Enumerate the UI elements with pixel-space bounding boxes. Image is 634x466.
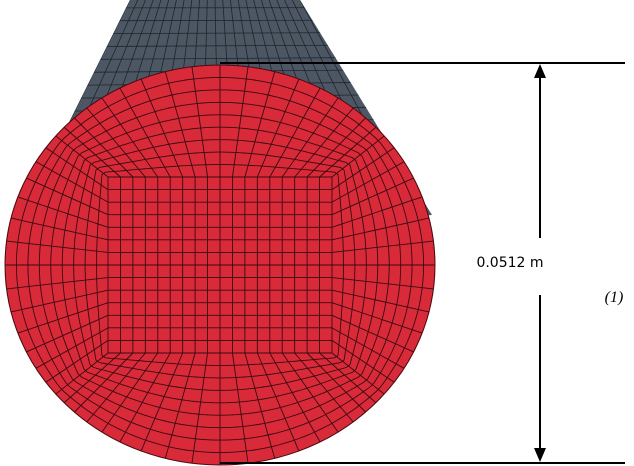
face-mesh-spoke bbox=[10, 289, 109, 313]
face-mesh-spoke bbox=[319, 126, 377, 178]
face-mesh-spoke bbox=[74, 352, 134, 413]
face-mesh-spoke bbox=[86, 107, 146, 178]
face-mesh-spoke bbox=[231, 352, 249, 464]
face-mesh-spoke bbox=[35, 161, 109, 203]
face-mesh-spoke bbox=[331, 340, 395, 383]
face-mesh-spoke bbox=[231, 66, 249, 178]
face-mesh-spoke bbox=[45, 147, 109, 190]
face-mesh-ring bbox=[5, 65, 435, 465]
face-mesh-spoke bbox=[63, 352, 121, 404]
face-mesh-spoke bbox=[101, 352, 159, 433]
face-mesh-spoke bbox=[244, 71, 276, 178]
face-mesh-spoke bbox=[101, 97, 159, 178]
face-mesh-spoke bbox=[140, 352, 184, 452]
face-mesh-spoke bbox=[86, 352, 146, 423]
face-mesh-spoke bbox=[331, 217, 430, 241]
face-mesh bbox=[5, 65, 435, 465]
face-mesh-spoke bbox=[331, 327, 405, 369]
face-mesh-spoke bbox=[119, 87, 171, 178]
face-mesh-spoke bbox=[281, 352, 339, 433]
face-mesh-spoke bbox=[331, 352, 385, 395]
face-mesh-spoke bbox=[294, 352, 354, 423]
face-mesh-spoke bbox=[306, 117, 366, 178]
face-mesh-spoke bbox=[63, 126, 121, 178]
face-mesh-spoke bbox=[26, 314, 109, 353]
face-mesh-spoke bbox=[164, 352, 196, 459]
face-mesh-spoke bbox=[331, 196, 423, 228]
face-mesh-spoke bbox=[191, 66, 209, 178]
face-mesh-spoke bbox=[319, 352, 377, 404]
cylinder-mesh-line bbox=[8, 19, 432, 22]
face-mesh-spoke bbox=[17, 302, 109, 334]
arrowhead-bottom bbox=[534, 448, 546, 462]
dimension-label: 0.0512 m bbox=[476, 255, 543, 271]
face-mesh-spoke bbox=[244, 352, 276, 459]
face-mesh-spoke bbox=[331, 277, 434, 290]
face-mesh-spoke bbox=[331, 147, 395, 190]
face-mesh-spoke bbox=[164, 71, 196, 178]
face-mesh-spoke bbox=[269, 87, 321, 178]
face-mesh-spoke bbox=[10, 217, 109, 241]
face-mesh-spoke bbox=[331, 240, 434, 253]
face-mesh-spoke bbox=[6, 277, 109, 290]
face-mesh-spoke bbox=[331, 289, 430, 313]
face-mesh-spoke bbox=[306, 352, 366, 413]
equation-number: (1) bbox=[605, 289, 624, 306]
face-mesh-spoke bbox=[74, 117, 134, 178]
face-mesh-spoke bbox=[26, 177, 109, 216]
face-mesh-spoke bbox=[331, 135, 385, 178]
face-mesh-spoke bbox=[269, 352, 321, 443]
face-mesh-spoke bbox=[331, 302, 423, 334]
face-mesh-spoke bbox=[17, 196, 109, 228]
face-mesh-spoke bbox=[331, 161, 405, 203]
face-mesh-spoke bbox=[45, 340, 109, 383]
face-mesh-spoke bbox=[281, 97, 339, 178]
face-mesh-spoke bbox=[55, 135, 109, 178]
face-mesh-spoke bbox=[55, 352, 109, 395]
face-mesh-spoke bbox=[140, 78, 184, 178]
face-mesh-spoke bbox=[191, 352, 209, 464]
face-mesh-spoke bbox=[35, 327, 109, 369]
face-mesh-spoke bbox=[294, 107, 354, 178]
face-mesh-spoke bbox=[256, 352, 300, 452]
face-mesh-spoke bbox=[119, 352, 171, 443]
face-mesh-spoke bbox=[331, 177, 414, 216]
arrowhead-top bbox=[534, 64, 546, 78]
face-mesh-spoke bbox=[256, 78, 300, 178]
face-mesh-spoke bbox=[331, 314, 414, 353]
face-mesh-spoke bbox=[6, 240, 109, 253]
